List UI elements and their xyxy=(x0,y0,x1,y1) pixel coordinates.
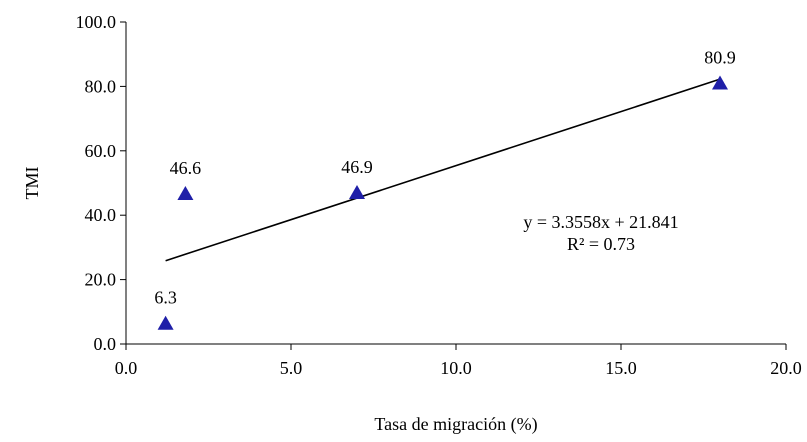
y-tick-label: 80.0 xyxy=(85,76,117,96)
data-label: 6.3 xyxy=(154,288,177,308)
trendline-equation: y = 3.3558x + 21.841 xyxy=(523,212,678,232)
x-axis-title: Tasa de migración (%) xyxy=(374,414,537,435)
y-tick-label: 20.0 xyxy=(85,270,117,290)
x-tick-label: 20.0 xyxy=(770,358,802,378)
data-label: 80.9 xyxy=(704,48,736,68)
y-tick-label: 0.0 xyxy=(94,334,117,354)
x-tick-label: 5.0 xyxy=(280,358,303,378)
trendline-layer xyxy=(165,78,721,262)
data-point xyxy=(712,75,728,90)
y-axis-title: TMI xyxy=(22,167,42,200)
data-point xyxy=(349,184,365,199)
y-tick-label: 60.0 xyxy=(85,141,117,161)
x-tick-label: 10.0 xyxy=(440,358,472,378)
x-tick-label: 0.0 xyxy=(115,358,138,378)
data-labels: 6.3 46.6 46.9 80.9 xyxy=(154,48,735,308)
x-tick-label: 15.0 xyxy=(605,358,637,378)
y-tick-label: 100.0 xyxy=(76,12,117,32)
y-tick-label: 40.0 xyxy=(85,205,117,225)
data-label: 46.6 xyxy=(170,158,202,178)
tick-labels: 0.0 20.0 40.0 60.0 80.0 100.0 0.0 5.0 10.0 15.0 20… xyxy=(76,12,802,378)
trendline xyxy=(165,78,721,262)
data-point xyxy=(157,315,174,330)
data-label: 46.9 xyxy=(341,157,373,177)
data-points xyxy=(157,75,728,330)
axes xyxy=(120,21,787,350)
trendline-r-squared: R² = 0.73 xyxy=(567,234,635,254)
data-point xyxy=(177,185,194,200)
